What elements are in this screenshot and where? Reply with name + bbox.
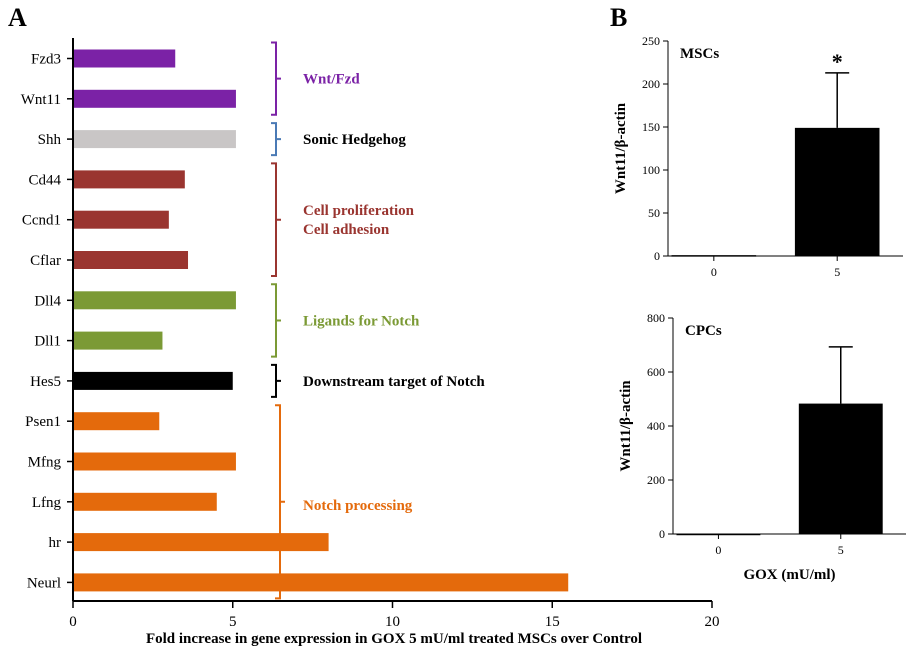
category-label-dll4: Dll4 xyxy=(34,293,61,309)
group-label-4: Downstream target of Notch xyxy=(303,374,485,390)
bar-neurl xyxy=(73,573,569,592)
x-tick-label: 15 xyxy=(545,614,560,630)
bar-cd44 xyxy=(73,170,185,189)
panel-title: CPCs xyxy=(685,323,722,339)
bar-shh xyxy=(73,130,236,149)
bar-lfng xyxy=(73,492,217,511)
y-tick-label: 800 xyxy=(647,311,665,325)
y-axis-title: Wnt11/β-actin xyxy=(618,380,634,472)
panel-b-cpc-chart: 0 5 0 200 400 600 800 CPCs Wnt11/β-actin GOX (mU/… xyxy=(618,311,906,583)
bar-fzd3 xyxy=(73,49,176,68)
group-label-2: Cell adhesion xyxy=(303,222,390,238)
bar-hr xyxy=(73,533,329,552)
group-brace-3 xyxy=(271,283,281,358)
bar-mfng xyxy=(73,452,236,471)
group-label-2: Cell proliferation xyxy=(303,203,415,219)
y-tick-label: 100 xyxy=(642,163,660,177)
y-tick-label: 0 xyxy=(659,527,665,541)
category-label-shh: Shh xyxy=(38,132,62,148)
x-tick-label: 5 xyxy=(229,614,237,630)
group-brace-0 xyxy=(271,41,281,116)
y-tick-label: 200 xyxy=(647,473,665,487)
bar-wnt11 xyxy=(73,89,236,108)
group-label-0: Wnt/Fzd xyxy=(303,72,360,88)
bar-gox-5 xyxy=(794,127,880,256)
bar-gox-5 xyxy=(798,403,883,534)
x-axis-title: GOX (mU/ml) xyxy=(743,567,835,583)
bar-psen1 xyxy=(73,412,160,431)
x-tick-label: 5 xyxy=(834,265,840,279)
bar-dll1 xyxy=(73,331,163,350)
y-tick-label: 400 xyxy=(647,419,665,433)
category-label-mfng: Mfng xyxy=(28,455,62,471)
category-label-cd44: Cd44 xyxy=(28,172,61,188)
panel-title: MSCs xyxy=(680,46,719,62)
y-tick-label: 150 xyxy=(642,120,660,134)
bar-cflar xyxy=(73,251,189,269)
category-label-dll1: Dll1 xyxy=(34,334,61,350)
group-label-3: Ligands for Notch xyxy=(303,313,420,329)
group-label-1: Sonic Hedgehog xyxy=(303,132,406,148)
group-label-5: Notch processing xyxy=(303,498,413,514)
category-label-fzd3: Fzd3 xyxy=(31,52,61,68)
x-tick-label: 0 xyxy=(711,265,717,279)
x-tick-label: 5 xyxy=(838,543,844,557)
y-tick-label: 250 xyxy=(642,34,660,48)
group-brace-5 xyxy=(275,404,285,600)
category-label-ccnd1: Ccnd1 xyxy=(22,213,61,229)
significance-star: * xyxy=(832,49,843,74)
bar-ccnd1 xyxy=(73,210,169,229)
y-tick-label: 0 xyxy=(654,249,660,263)
category-label-wnt11: Wnt11 xyxy=(21,92,61,108)
category-label-psen1: Psen1 xyxy=(25,414,61,430)
x-tick-label: 10 xyxy=(385,614,400,630)
group-brace-1 xyxy=(271,122,281,157)
y-tick-label: 50 xyxy=(648,206,660,220)
bar-dll4 xyxy=(73,291,236,310)
y-tick-label: 200 xyxy=(642,77,660,91)
panel-a-chart: Fzd3 Wnt11 Shh Cd44 Ccnd1 Cflar Dll4 Dll1 Hes5 Ps… xyxy=(21,38,720,647)
category-label-cflar: Cflar xyxy=(30,253,61,269)
x-tick-label: 0 xyxy=(715,543,721,557)
group-brace-4 xyxy=(271,363,281,398)
bar-hes5 xyxy=(73,371,233,390)
y-tick-label: 600 xyxy=(647,365,665,379)
category-label-lfng: Lfng xyxy=(32,495,62,511)
group-brace-2 xyxy=(271,162,281,277)
panel-a-letter: A xyxy=(8,3,27,32)
x-axis-title: Fold increase in gene expression in GOX … xyxy=(146,631,642,647)
x-tick-label: 0 xyxy=(69,614,77,630)
category-label-hes5: Hes5 xyxy=(30,374,61,390)
y-axis-title: Wnt11/β-actin xyxy=(613,102,629,194)
category-label-neurl: Neurl xyxy=(27,575,61,591)
panel-b-letter: B xyxy=(610,3,627,32)
x-tick-label: 20 xyxy=(705,614,720,630)
category-label-hr: hr xyxy=(49,535,62,551)
